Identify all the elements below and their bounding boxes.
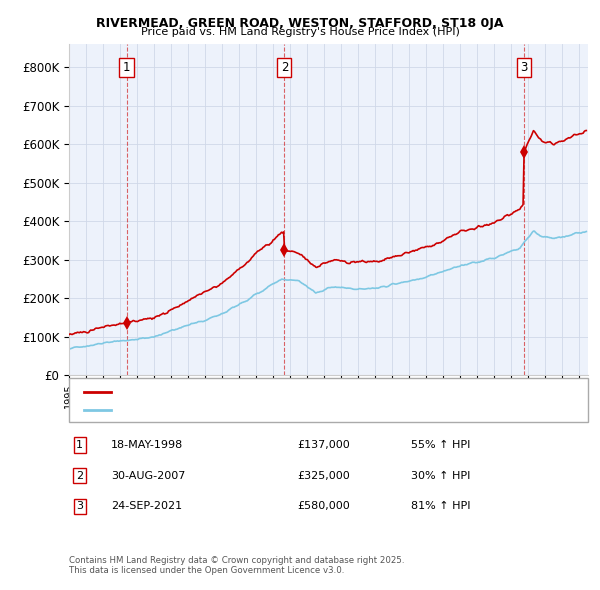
Text: £580,000: £580,000: [297, 502, 350, 512]
Text: RIVERMEAD, GREEN ROAD, WESTON, STAFFORD, ST18 0JA (detached house): RIVERMEAD, GREEN ROAD, WESTON, STAFFORD,…: [115, 386, 490, 396]
Text: £137,000: £137,000: [297, 440, 350, 450]
Text: £325,000: £325,000: [297, 471, 350, 481]
Text: 18-MAY-1998: 18-MAY-1998: [111, 440, 183, 450]
Text: 24-SEP-2021: 24-SEP-2021: [111, 502, 182, 512]
Text: 1: 1: [76, 440, 83, 450]
Text: 3: 3: [76, 502, 83, 512]
Text: 2: 2: [281, 61, 288, 74]
Text: 1: 1: [123, 61, 130, 74]
Text: Contains HM Land Registry data © Crown copyright and database right 2025.: Contains HM Land Registry data © Crown c…: [69, 556, 404, 565]
Text: RIVERMEAD, GREEN ROAD, WESTON, STAFFORD, ST18 0JA: RIVERMEAD, GREEN ROAD, WESTON, STAFFORD,…: [96, 17, 504, 30]
Text: 3: 3: [520, 61, 527, 74]
Text: Price paid vs. HM Land Registry's House Price Index (HPI): Price paid vs. HM Land Registry's House …: [140, 27, 460, 37]
Text: HPI: Average price, detached house, Stafford: HPI: Average price, detached house, Staf…: [115, 405, 335, 415]
Text: 55% ↑ HPI: 55% ↑ HPI: [411, 440, 470, 450]
Text: This data is licensed under the Open Government Licence v3.0.: This data is licensed under the Open Gov…: [69, 566, 344, 575]
Text: 30-AUG-2007: 30-AUG-2007: [111, 471, 185, 481]
Text: 81% ↑ HPI: 81% ↑ HPI: [411, 502, 470, 512]
Text: 30% ↑ HPI: 30% ↑ HPI: [411, 471, 470, 481]
Text: 2: 2: [76, 471, 83, 481]
